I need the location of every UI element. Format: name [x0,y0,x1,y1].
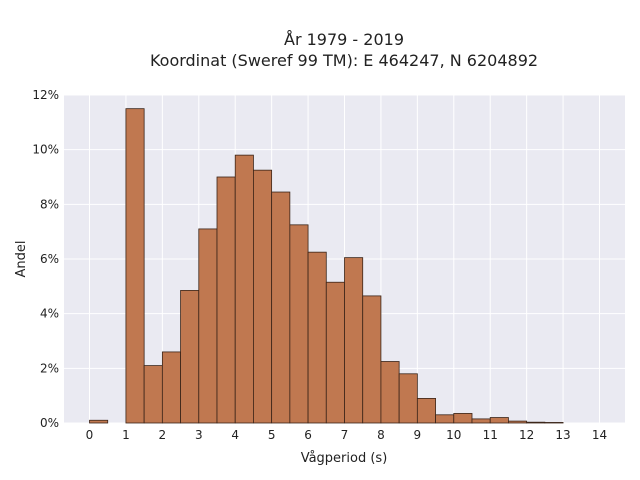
x-tick-label: 6 [304,428,312,442]
x-tick-label: 8 [377,428,385,442]
histogram-bar [362,295,382,424]
x-tick-label: 1 [122,428,130,442]
histogram-bar [307,251,327,424]
histogram-bar [398,373,418,424]
x-tick-label: 0 [86,428,94,442]
y-tick-label: 0% [40,416,59,430]
histogram-bar [125,108,145,424]
histogram-bar [380,361,400,424]
histogram-bar [344,257,364,424]
x-tick-label: 9 [414,428,422,442]
x-tick-label: 7 [341,428,349,442]
histogram-bar [489,417,509,424]
y-tick-label: 12% [32,88,59,102]
y-axis-label: Andel [14,241,29,278]
histogram-bar [416,397,436,424]
grid-lines [64,94,625,424]
histogram-bar [234,154,254,424]
x-tick-label: 2 [159,428,167,442]
histogram-bar [253,169,273,424]
histogram-bar [271,191,291,424]
x-tick-label: 12 [519,428,534,442]
x-tick-label: 14 [592,428,607,442]
chart-title-line-1: År 1979 - 2019 [284,30,404,49]
x-tick-label: 11 [483,428,498,442]
y-axis-ticks: 0% 2% 4% 6% 8% 10% 12% [32,88,59,430]
chart-title-line-2: Koordinat (Sweref 99 TM): E 464247, N 62… [150,51,538,70]
x-tick-label: 10 [446,428,461,442]
histogram-bar [143,365,163,424]
histogram-bars [89,108,564,424]
histogram-bar [161,351,181,424]
histogram-bar [216,176,236,424]
y-tick-label: 8% [40,197,59,211]
histogram-bar [471,418,491,424]
x-tick-label: 5 [268,428,276,442]
y-tick-label: 6% [40,252,59,266]
y-tick-label: 4% [40,307,59,321]
histogram-bar [89,419,109,424]
histogram-bar [198,228,218,424]
histogram-bar [325,281,345,424]
x-axis-ticks: 0 1 2 3 4 5 6 7 8 9 10 11 12 13 14 [86,428,607,442]
y-tick-label: 2% [40,361,59,375]
x-tick-label: 13 [555,428,570,442]
histogram-bar [435,414,455,424]
x-tick-label: 4 [231,428,239,442]
y-tick-label: 10% [32,143,59,157]
histogram-bar [508,420,528,424]
histogram-bar [289,224,309,424]
histogram-bar [544,422,564,424]
histogram-bar [453,413,473,424]
x-axis-label: Vågperiod (s) [301,451,388,466]
histogram-bar [526,421,546,424]
x-tick-label: 3 [195,428,203,442]
histogram-bar [180,290,200,424]
